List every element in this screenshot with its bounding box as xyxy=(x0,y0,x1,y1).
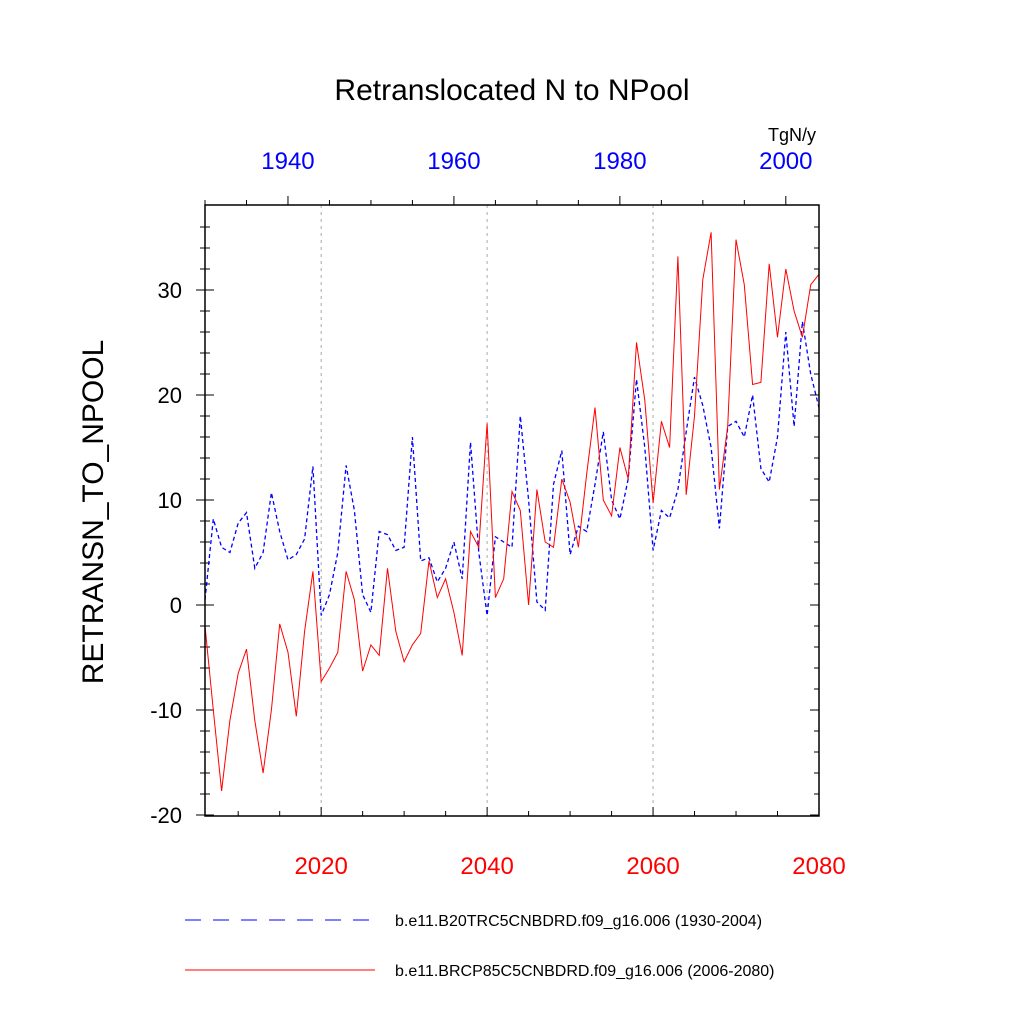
y-axis-label: RETRANSN_TO_NPOOL xyxy=(77,340,110,685)
y-tick-label: -10 xyxy=(150,698,182,723)
x-tick-labels: 2020 2040 2060 2080 1940 1960 1980 2000 xyxy=(261,148,845,880)
x-bottom-tick-label: 2080 xyxy=(792,853,845,880)
legend-label-historical: b.e11.B20TRC5CNBDRD.f09_g16.006 (1930-20… xyxy=(395,913,762,930)
y-tick-label: 10 xyxy=(158,488,182,513)
legend: b.e11.B20TRC5CNBDRD.f09_g16.006 (1930-20… xyxy=(185,913,774,980)
series-line-historical xyxy=(204,321,820,616)
x-top-tick-label: 2000 xyxy=(759,148,812,175)
units-label: TgN/y xyxy=(768,125,816,145)
legend-label-rcp85: b.e11.BRCP85C5CNBDRD.f09_g16.006 (2006-2… xyxy=(395,963,774,980)
chart-title: Retranslocated N to NPool xyxy=(334,74,689,107)
y-tick-label: 20 xyxy=(158,383,182,408)
x-bottom-tick-label: 2040 xyxy=(460,853,513,880)
y-tick-label: 30 xyxy=(158,278,182,303)
y-tick-labels: -20 -10 0 10 20 30 xyxy=(150,278,182,828)
plot-frame xyxy=(204,204,820,817)
y-tick-label: -20 xyxy=(150,803,182,828)
x-top-tick-label: 1980 xyxy=(593,148,646,175)
x-bottom-tick-label: 2060 xyxy=(626,853,679,880)
x-bottom-tick-label: 2020 xyxy=(294,853,347,880)
series-group xyxy=(204,232,820,791)
axis-ticks xyxy=(196,196,820,816)
series-line-rcp85 xyxy=(204,232,820,791)
x-top-tick-label: 1940 xyxy=(261,148,314,175)
x-top-tick-label: 1960 xyxy=(427,148,480,175)
y-tick-label: 0 xyxy=(170,593,182,618)
